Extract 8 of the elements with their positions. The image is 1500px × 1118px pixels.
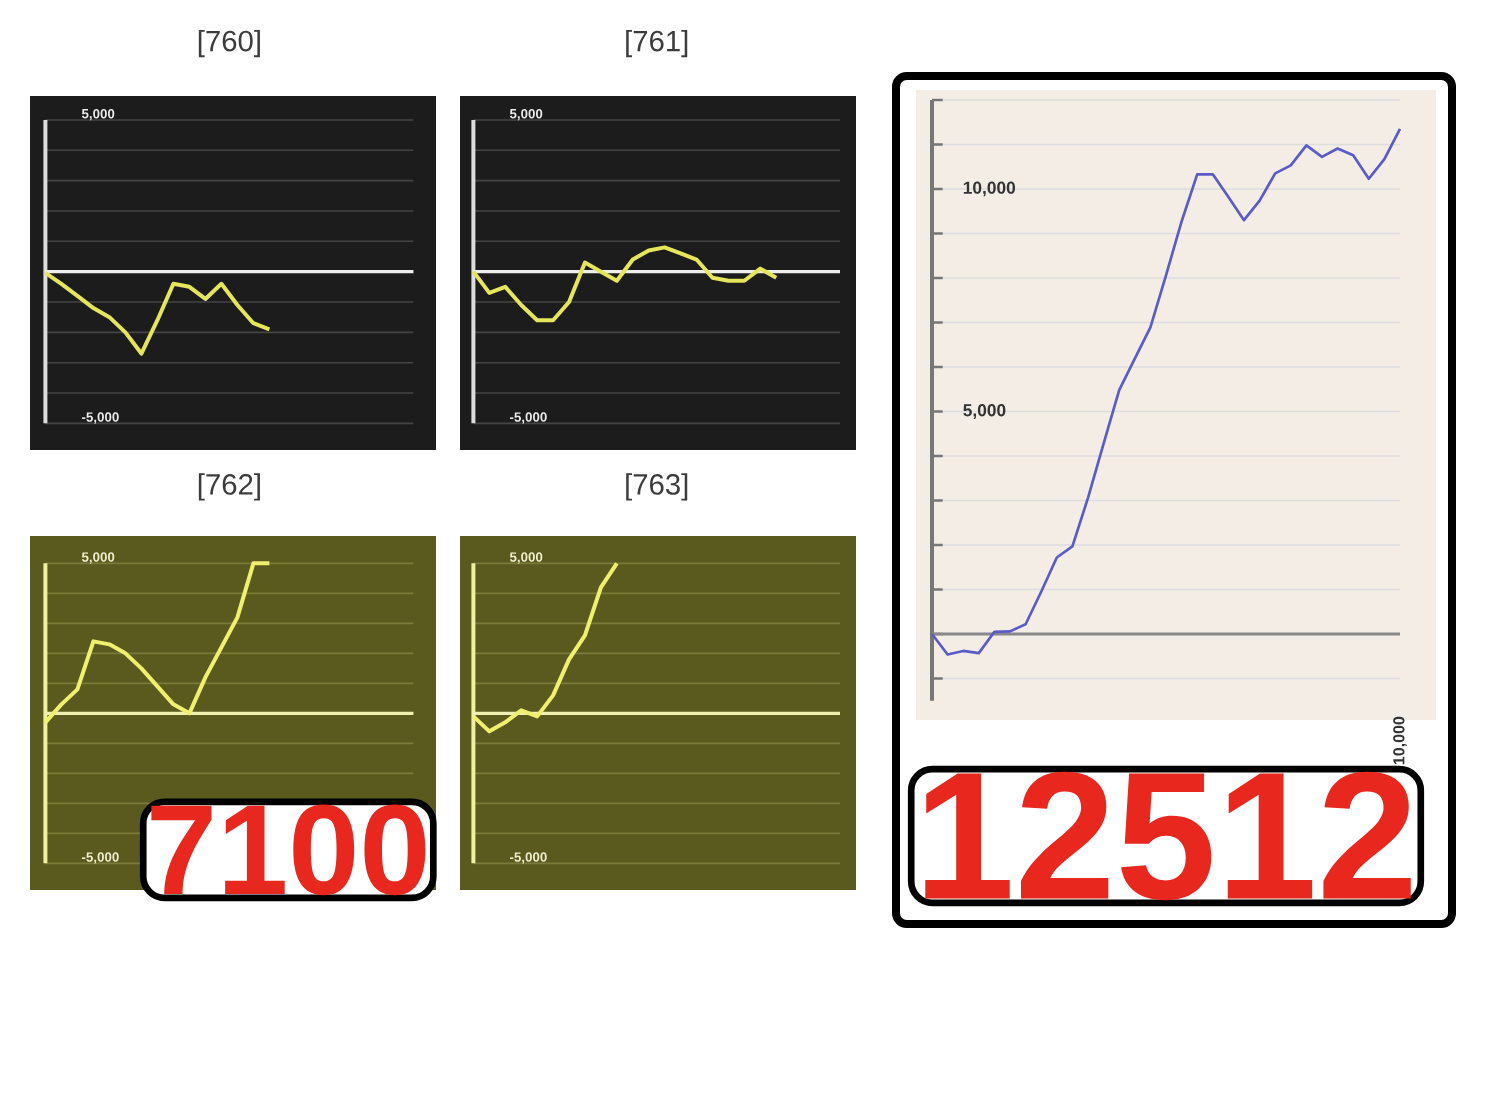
chart-title: [762] bbox=[198, 473, 260, 501]
chart-title: [760] bbox=[198, 29, 260, 58]
chart-title: [763] bbox=[626, 473, 688, 501]
y-tick-label: 5,000 bbox=[963, 404, 1006, 419]
annotation: 7100 bbox=[151, 804, 426, 896]
chart-title: [761] bbox=[626, 29, 688, 58]
text: 10,000 bbox=[1393, 716, 1407, 765]
text: 12512 bbox=[925, 771, 1411, 901]
